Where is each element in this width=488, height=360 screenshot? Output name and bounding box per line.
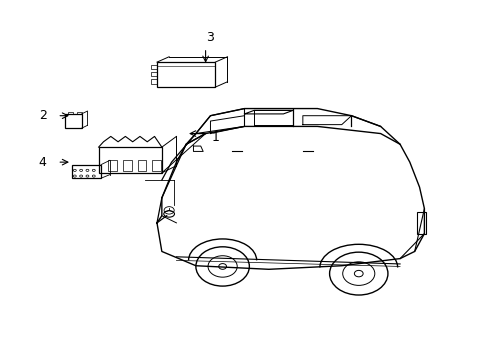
Bar: [151, 72, 157, 76]
Bar: [122, 160, 131, 171]
Text: 1: 1: [211, 131, 219, 144]
Bar: [137, 160, 146, 171]
Bar: [64, 114, 81, 128]
Text: 2: 2: [39, 109, 46, 122]
Bar: [151, 65, 157, 69]
Bar: [416, 212, 425, 234]
Bar: [77, 112, 82, 114]
Bar: [72, 165, 101, 178]
Bar: [99, 147, 162, 173]
Bar: [68, 112, 73, 114]
Text: 3: 3: [206, 31, 214, 44]
Text: 4: 4: [39, 156, 46, 168]
Bar: [108, 160, 117, 171]
Bar: [157, 62, 215, 87]
Bar: [151, 79, 157, 84]
Bar: [152, 160, 161, 171]
